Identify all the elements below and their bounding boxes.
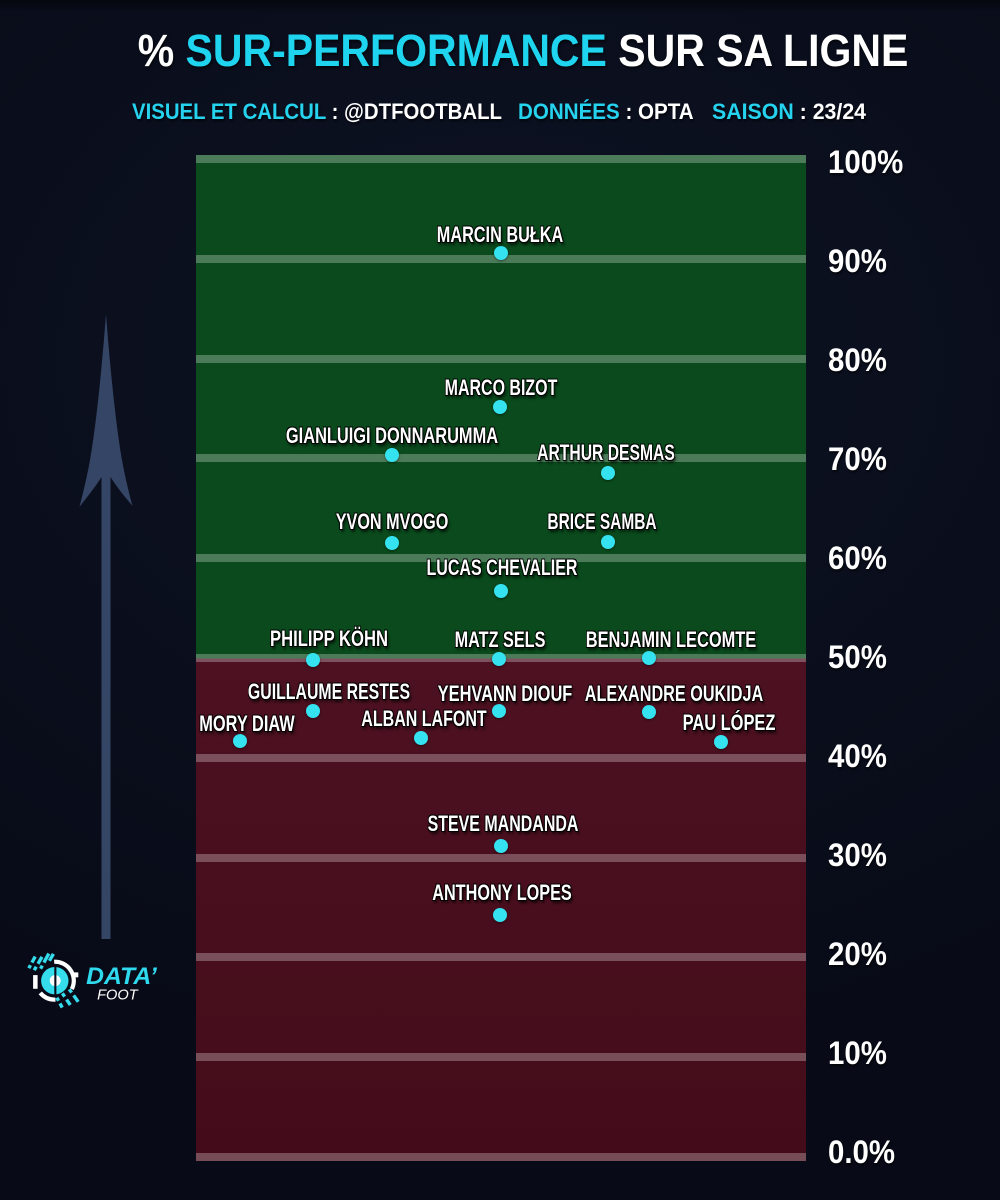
svg-text:FOOT: FOOT [97,987,139,1004]
svg-text:DATA’: DATA’ [86,963,157,990]
